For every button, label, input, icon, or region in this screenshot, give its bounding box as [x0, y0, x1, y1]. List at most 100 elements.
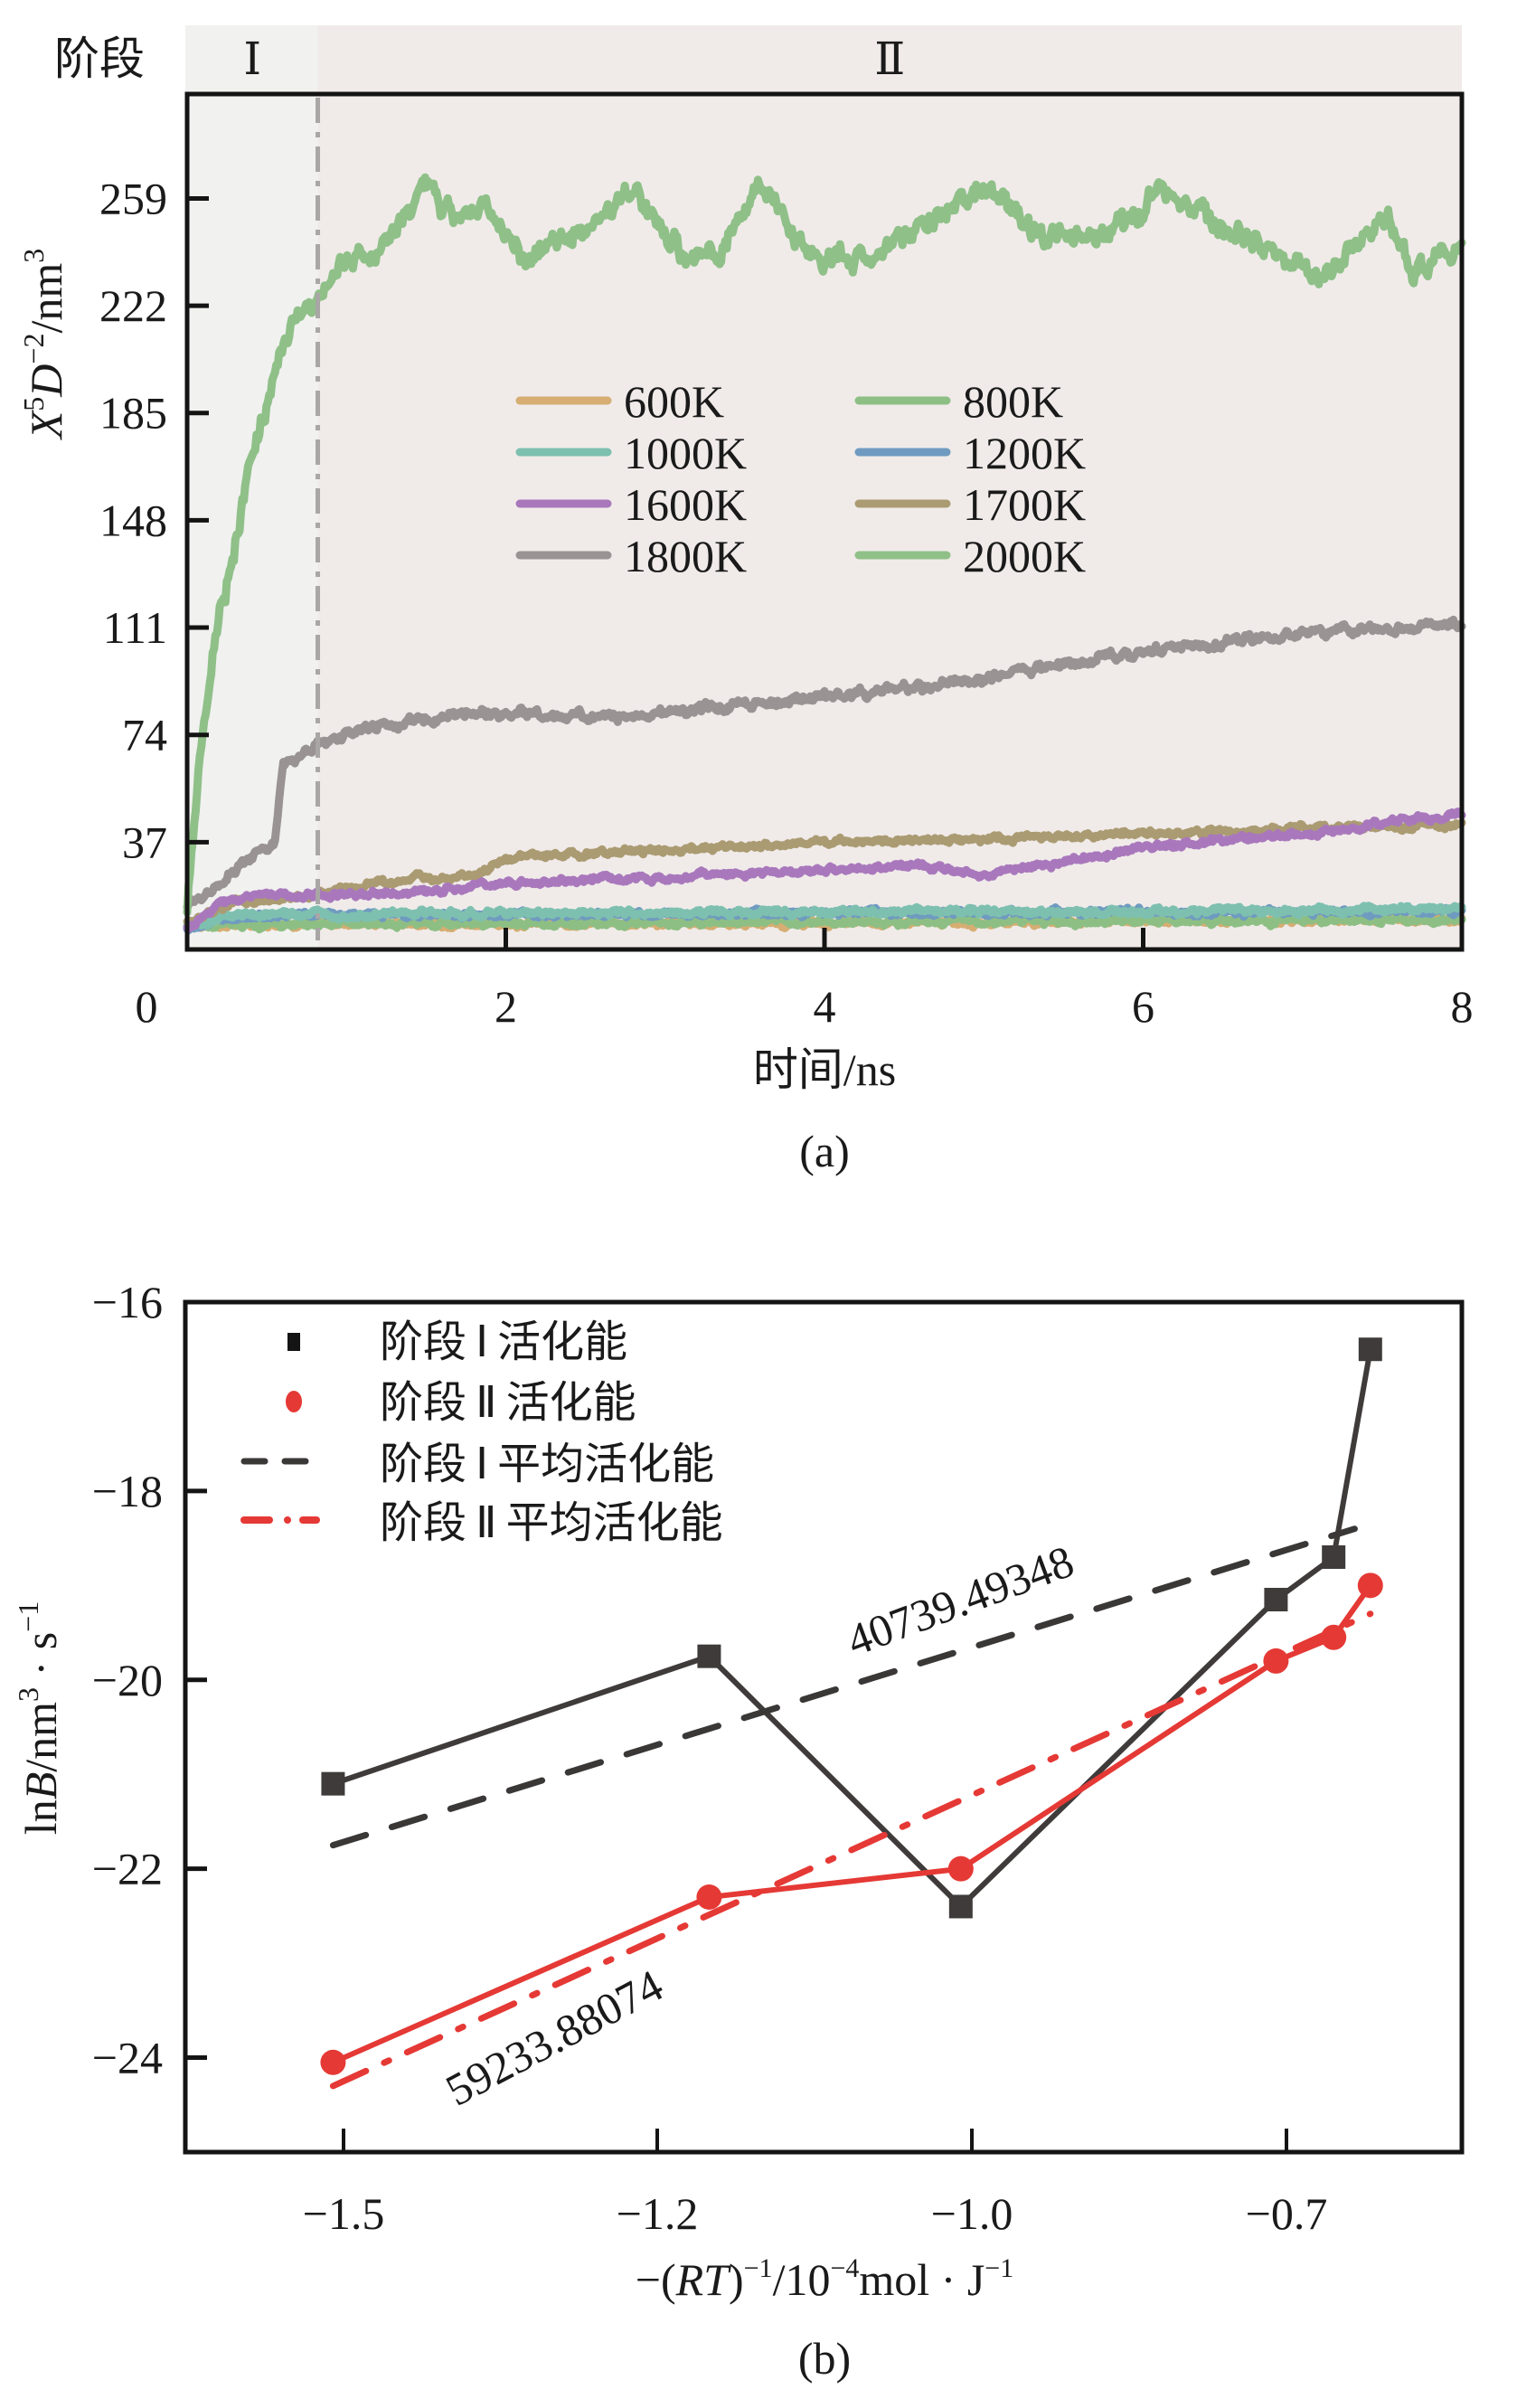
y-tick-label: −18	[92, 1466, 163, 1516]
y-title-s-sup: −1	[12, 1601, 44, 1632]
data-point-circle	[1263, 1648, 1289, 1674]
y-tick-label: 222	[99, 280, 167, 331]
legend-label-suffix: 活化能	[497, 1317, 627, 1367]
legend-item: 1700K	[854, 479, 1086, 530]
legend-item: 1200K	[854, 428, 1086, 478]
legend-label-prefix: 阶段	[380, 1497, 466, 1548]
stage-2-band	[317, 25, 1462, 949]
legend-label-stage: Ⅰ	[476, 1318, 488, 1366]
x-tick-label: 8	[1451, 981, 1474, 1032]
legend-label: 1000K	[624, 428, 747, 478]
x-title-mid: /10	[773, 2254, 831, 2305]
data-point-square	[1358, 1337, 1382, 1362]
y-title-ln: ln	[15, 1799, 66, 1835]
x-tick-label: 4	[814, 981, 836, 1032]
legend-label-prefix: 阶段	[380, 1439, 466, 1489]
y-title-x: X	[21, 409, 71, 440]
series-group	[320, 1337, 1383, 2090]
data-point-circle	[947, 1856, 974, 1882]
legend-label-suffix: 平均活化能	[506, 1497, 723, 1548]
y-title-dot-s: · s	[15, 1632, 66, 1687]
y-title-unit-sup: 3	[12, 1687, 44, 1702]
data-point-square	[321, 1771, 345, 1796]
series-line-2000k	[183, 173, 1466, 917]
chart-b: −16 −18 −20 −22 −24 −1.5 −1.2 −1.0 −0.7 lnB/nm3…	[12, 1277, 1465, 2384]
data-point-square	[948, 1894, 973, 1919]
legend-item: 阶段 Ⅱ 平均活化能	[240, 1497, 723, 1548]
legend-item: 1800K	[515, 531, 747, 581]
data-point-square	[697, 1644, 721, 1668]
legend-label-stage: Ⅰ	[476, 1440, 488, 1488]
caption-b: (b)	[798, 2333, 851, 2384]
origin-tick-label: 0	[136, 981, 158, 1032]
series-group	[183, 173, 1466, 935]
legend-label-stage: Ⅱ	[476, 1499, 497, 1547]
x-axis-ticks: −1.5 −1.2 −1.0 −0.7	[303, 2129, 1328, 2239]
legend-label: 2000K	[963, 531, 1086, 581]
y-tick-label: 148	[99, 495, 167, 545]
series-line-1700k	[183, 818, 1466, 927]
y-tick-label: 259	[99, 173, 167, 223]
legend-label: 1600K	[624, 479, 747, 530]
legend-dot	[284, 1516, 291, 1524]
legend-item: 1000K	[515, 428, 747, 478]
x-title-post: )	[729, 2254, 744, 2305]
y-title-unit: /nm	[21, 263, 71, 334]
data-point-circle	[696, 1884, 722, 1910]
x-tick-label: 6	[1132, 981, 1154, 1032]
legend-marker-circle	[286, 1391, 302, 1412]
y-tick-label: −16	[92, 1277, 163, 1327]
y-tick-label: 185	[99, 388, 167, 439]
y-tick-label: 37	[122, 817, 167, 867]
x-title-sup1: −1	[744, 2253, 773, 2283]
plot-frame	[183, 1299, 1465, 2155]
legend-label: 阶段 Ⅱ 平均活化能	[380, 1497, 723, 1548]
legend-label-suffix: 平均活化能	[497, 1439, 714, 1489]
stage-1-label: Ⅰ	[243, 33, 261, 84]
annotation-stage-1-energy: 40739.49348	[840, 1535, 1079, 1666]
legend-label-prefix: 阶段	[380, 1377, 466, 1428]
legend-item: 800K	[854, 376, 1063, 427]
y-axis-title: X5D−2/nm3	[17, 249, 71, 441]
y-title-x-sup: 5	[17, 397, 50, 411]
x-tick-label: −0.7	[1246, 2188, 1328, 2239]
fit-line-stage-2	[329, 1610, 1374, 2090]
x-axis-ticks: 2 4 6 8	[495, 928, 1474, 1032]
y-tick-label: −22	[92, 1844, 163, 1894]
y-title-d: D	[21, 364, 71, 398]
series-line-1600k	[183, 807, 1466, 934]
caption-a: (a)	[799, 1126, 850, 1176]
stage-header-label: 阶段	[54, 33, 145, 84]
series-line-1000k	[183, 902, 1466, 931]
legend-item: 阶段 Ⅱ 活化能	[286, 1377, 636, 1428]
x-axis-title: 时间/ns	[753, 1044, 896, 1095]
x-title-pre: −(	[636, 2254, 676, 2305]
series-line-1800k	[183, 615, 1466, 911]
legend-item: 2000K	[854, 531, 1086, 581]
legend-label-stage: Ⅱ	[476, 1379, 497, 1427]
x-tick-label: −1.5	[303, 2188, 385, 2239]
x-tick-label: −1.2	[617, 2188, 699, 2239]
legend-label: 1800K	[624, 531, 747, 581]
x-title-sup3: −1	[985, 2253, 1013, 2283]
x-title-rt: RT	[675, 2254, 732, 2305]
data-point-circle	[1357, 1572, 1383, 1599]
stage-2-label: Ⅱ	[874, 33, 905, 84]
legend-label: 800K	[963, 376, 1063, 427]
legend-item: 600K	[515, 376, 724, 427]
y-tick-label: −24	[92, 2033, 163, 2083]
x-title-tail: mol · J	[859, 2254, 985, 2305]
legend-label: 1700K	[963, 479, 1086, 530]
stage-1-band	[185, 25, 318, 949]
legend-label-suffix: 活化能	[506, 1377, 636, 1428]
data-point-square	[1264, 1588, 1288, 1611]
y-title-b: B	[15, 1772, 66, 1800]
legend-item: 阶段 Ⅰ 活化能	[287, 1317, 627, 1367]
fit-line-stage-1	[329, 1525, 1358, 1849]
y-tick-label: 111	[103, 602, 167, 653]
series-line	[332, 1348, 1373, 1911]
x-title-sup2: −4	[830, 2253, 859, 2283]
legend-marker-square	[287, 1333, 300, 1351]
